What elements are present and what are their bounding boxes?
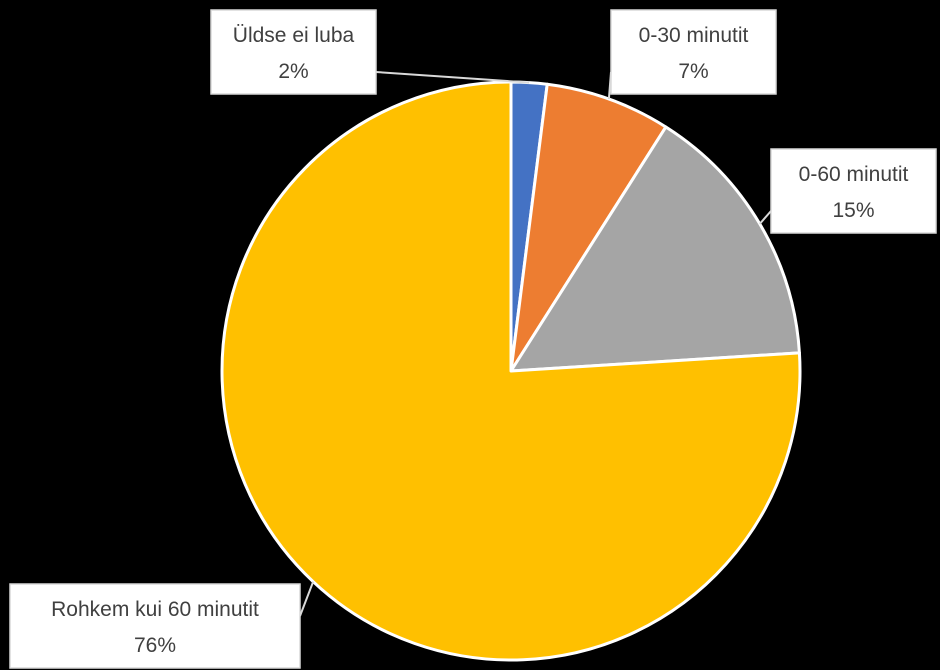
data-label-box	[770, 148, 937, 234]
leader-line	[299, 581, 315, 617]
data-label-category: Rohkem kui 60 minutit	[51, 598, 259, 621]
pie-slice	[220, 80, 802, 662]
data-label-category: 0-30 minutit	[639, 24, 749, 47]
data-label-value: 76%	[134, 634, 176, 657]
data-labels: Üldse ei luba 2% 0-30 minutit 7% 0-60 minuti…	[9, 9, 937, 669]
data-label-value: 7%	[678, 60, 708, 83]
data-label-box	[210, 9, 377, 95]
data-label-category: Üldse ei luba	[233, 24, 355, 47]
leader-line	[759, 210, 772, 225]
data-label-value: 15%	[832, 199, 874, 222]
data-label-value: 2%	[278, 60, 308, 83]
leader-lines	[299, 71, 772, 617]
data-label-box	[9, 583, 301, 669]
pie-slices	[220, 80, 802, 662]
data-label-box	[610, 9, 777, 95]
leader-line	[375, 71, 530, 84]
pie-slice	[509, 82, 668, 373]
data-label-category: 0-60 minutit	[799, 163, 909, 186]
